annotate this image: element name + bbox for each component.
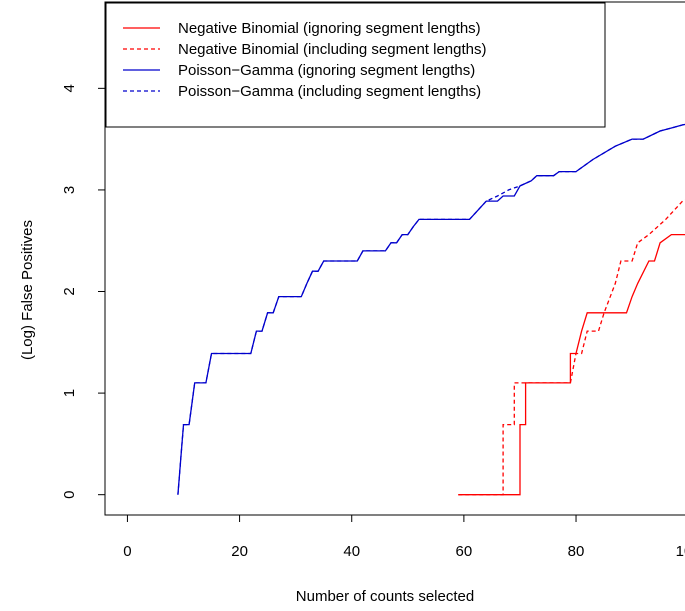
series-line-2 [177, 123, 685, 495]
x-tick-label: 40 [343, 543, 360, 560]
y-tick-label: 3 [61, 186, 78, 194]
y-tick-label: 0 [61, 491, 78, 499]
x-axis-label: Number of counts selected [296, 588, 474, 605]
legend: Negative Binomial (ignoring segment leng… [105, 2, 606, 128]
x-axis: 0 20 40 60 80 100 [123, 514, 685, 560]
legend-label-2: Poisson−Gamma (ignoring segment lengths) [178, 62, 475, 79]
legend-label-1: Negative Binomial (including segment len… [178, 41, 487, 58]
y-tick-label: 1 [61, 389, 78, 397]
series-line-1 [458, 199, 685, 496]
x-tick-label: 0 [123, 543, 131, 560]
series-line-0 [458, 233, 685, 496]
x-tick-label: 60 [456, 543, 473, 560]
x-tick-label: 100 [676, 543, 685, 560]
x-tick-label: 20 [231, 543, 248, 560]
series-layer [177, 123, 685, 496]
legend-label-3: Poisson−Gamma (including segment lengths… [178, 83, 481, 100]
y-tick-label: 4 [61, 84, 78, 92]
series-line-3 [177, 123, 685, 495]
x-tick-label: 80 [568, 543, 585, 560]
y-tick-label: 2 [61, 287, 78, 295]
y-axis-label: (Log) False Positives [19, 220, 36, 360]
legend-box [105, 2, 606, 128]
legend-label-0: Negative Binomial (ignoring segment leng… [178, 20, 481, 37]
y-axis: 0 1 2 3 4 [61, 84, 106, 499]
